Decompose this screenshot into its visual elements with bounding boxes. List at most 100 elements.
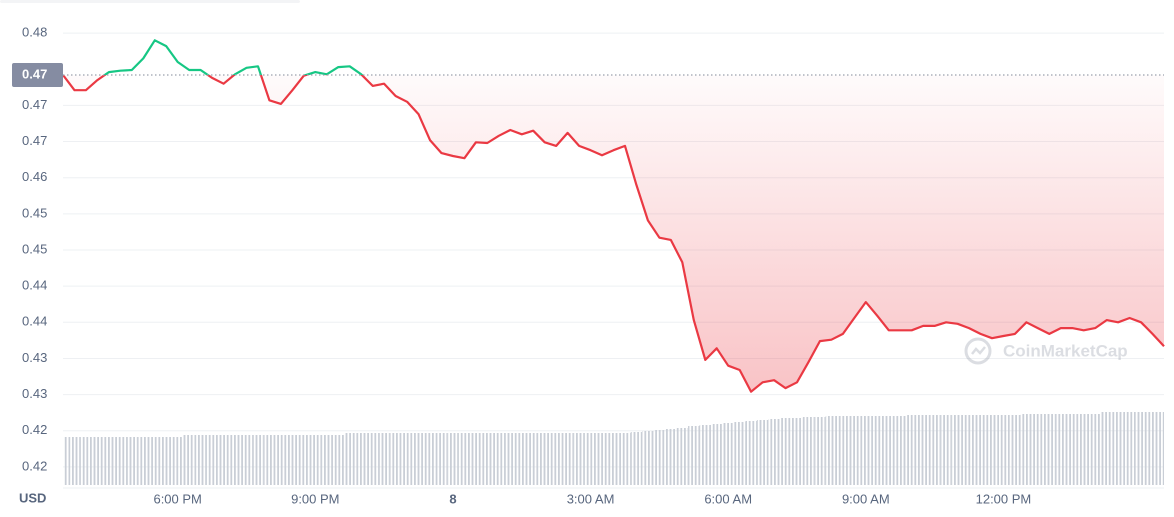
volume-bar [688, 426, 700, 485]
volume-bar [1032, 414, 1044, 485]
volume-bar [573, 433, 585, 485]
volume-bar [321, 435, 333, 485]
y-tick-label: 0.42 [22, 422, 47, 437]
volume-bar [447, 433, 459, 485]
volume-bar [538, 433, 551, 485]
volume-bar [332, 435, 344, 485]
volume-bar [1112, 412, 1124, 485]
volume-bar [584, 433, 597, 485]
volume-bar [183, 435, 195, 485]
volume-bar [963, 415, 975, 485]
volume-bar [149, 437, 161, 485]
volume-bar [126, 437, 138, 485]
volume-bar [298, 435, 310, 485]
volume-bar [883, 416, 895, 485]
volume-bar [607, 433, 620, 485]
price-area-down [63, 75, 1164, 392]
volume-bar [80, 437, 92, 485]
volume-bar [1123, 412, 1136, 485]
volume-bar [389, 433, 402, 485]
volume-bar [217, 435, 230, 485]
volume-bar [263, 435, 276, 485]
volume-bar [1089, 414, 1101, 485]
volume-bar [137, 437, 150, 485]
y-tick-label: 0.43 [22, 386, 47, 401]
volume-bar [642, 431, 654, 485]
volume-bar [1066, 414, 1078, 485]
volume-bar [470, 433, 482, 485]
y-tick-label: 0.43 [22, 350, 47, 365]
volume-bar [710, 424, 723, 485]
volume-bar [68, 437, 81, 485]
x-tick-label: 9:00 AM [842, 491, 890, 506]
volume-bar [802, 417, 815, 485]
y-tick-label: 0.42 [22, 458, 47, 473]
volume-bar [63, 437, 69, 485]
volume-bar [951, 415, 964, 485]
volume-bar [997, 415, 1010, 485]
volume-bar [527, 433, 539, 485]
x-tick-label: 3:00 AM [567, 491, 615, 506]
volume-bar [435, 433, 448, 485]
x-tick-label: 6:00 PM [153, 491, 201, 506]
volume-bar [1043, 414, 1056, 485]
y-tick-label: 0.48 [22, 25, 47, 40]
y-tick-label: 0.45 [22, 241, 47, 256]
volume-bar [1055, 414, 1067, 485]
volume-bar [974, 415, 987, 485]
volume-bar [481, 433, 494, 485]
volume-bar [171, 437, 184, 485]
volume-bar [275, 435, 287, 485]
volume-bar [160, 437, 172, 485]
volume-bar [1020, 414, 1033, 485]
baseline-badge [12, 63, 63, 88]
volume-bar [619, 433, 631, 485]
volume-bar [91, 437, 104, 485]
volume-bar [229, 435, 241, 485]
volume-bar [814, 417, 826, 485]
volume-bar [928, 415, 941, 485]
volume-bar [1158, 412, 1164, 485]
volume-bar [378, 433, 390, 485]
volume-bar [424, 433, 436, 485]
volume-bar [1077, 414, 1090, 485]
volume-bar [458, 433, 471, 485]
volume-bar [401, 433, 413, 485]
volume-bar [860, 416, 872, 485]
volume-bar [343, 433, 356, 485]
y-tick-label: 0.44 [22, 314, 47, 329]
volume-bar [286, 435, 299, 485]
volume-bar [699, 425, 711, 485]
volume-bar [252, 435, 264, 485]
volume-bar [940, 415, 952, 485]
volume-bar [1009, 415, 1021, 485]
volume-bar [493, 433, 505, 485]
volume-bar [986, 415, 998, 485]
volume-bar [240, 435, 253, 485]
volume-bar [653, 430, 666, 485]
volume-bar [309, 435, 322, 485]
volume-bar [412, 433, 425, 485]
y-tick-label: 0.44 [22, 278, 47, 293]
y-axis-unit: USD [19, 490, 46, 505]
y-tick-label: 0.46 [22, 169, 47, 184]
volume-bar [745, 421, 757, 485]
volume-bar [825, 416, 838, 485]
volume-bar [848, 416, 861, 485]
volume-bar [355, 433, 367, 485]
price-line-down [62, 75, 1165, 393]
volume-bar [665, 429, 677, 485]
price-line-up [62, 39, 364, 76]
volume-bar [837, 416, 849, 485]
baseline-label: 0.47 [22, 66, 47, 81]
volume-bar [596, 433, 608, 485]
volume-bar [779, 418, 792, 485]
volume-bar [103, 437, 115, 485]
x-tick-label: 9:00 PM [291, 491, 339, 506]
volume-bar [894, 416, 906, 485]
volume-bar [561, 433, 574, 485]
volume-bar [871, 416, 884, 485]
volume-bar [768, 419, 780, 485]
volume-bar [676, 428, 689, 485]
